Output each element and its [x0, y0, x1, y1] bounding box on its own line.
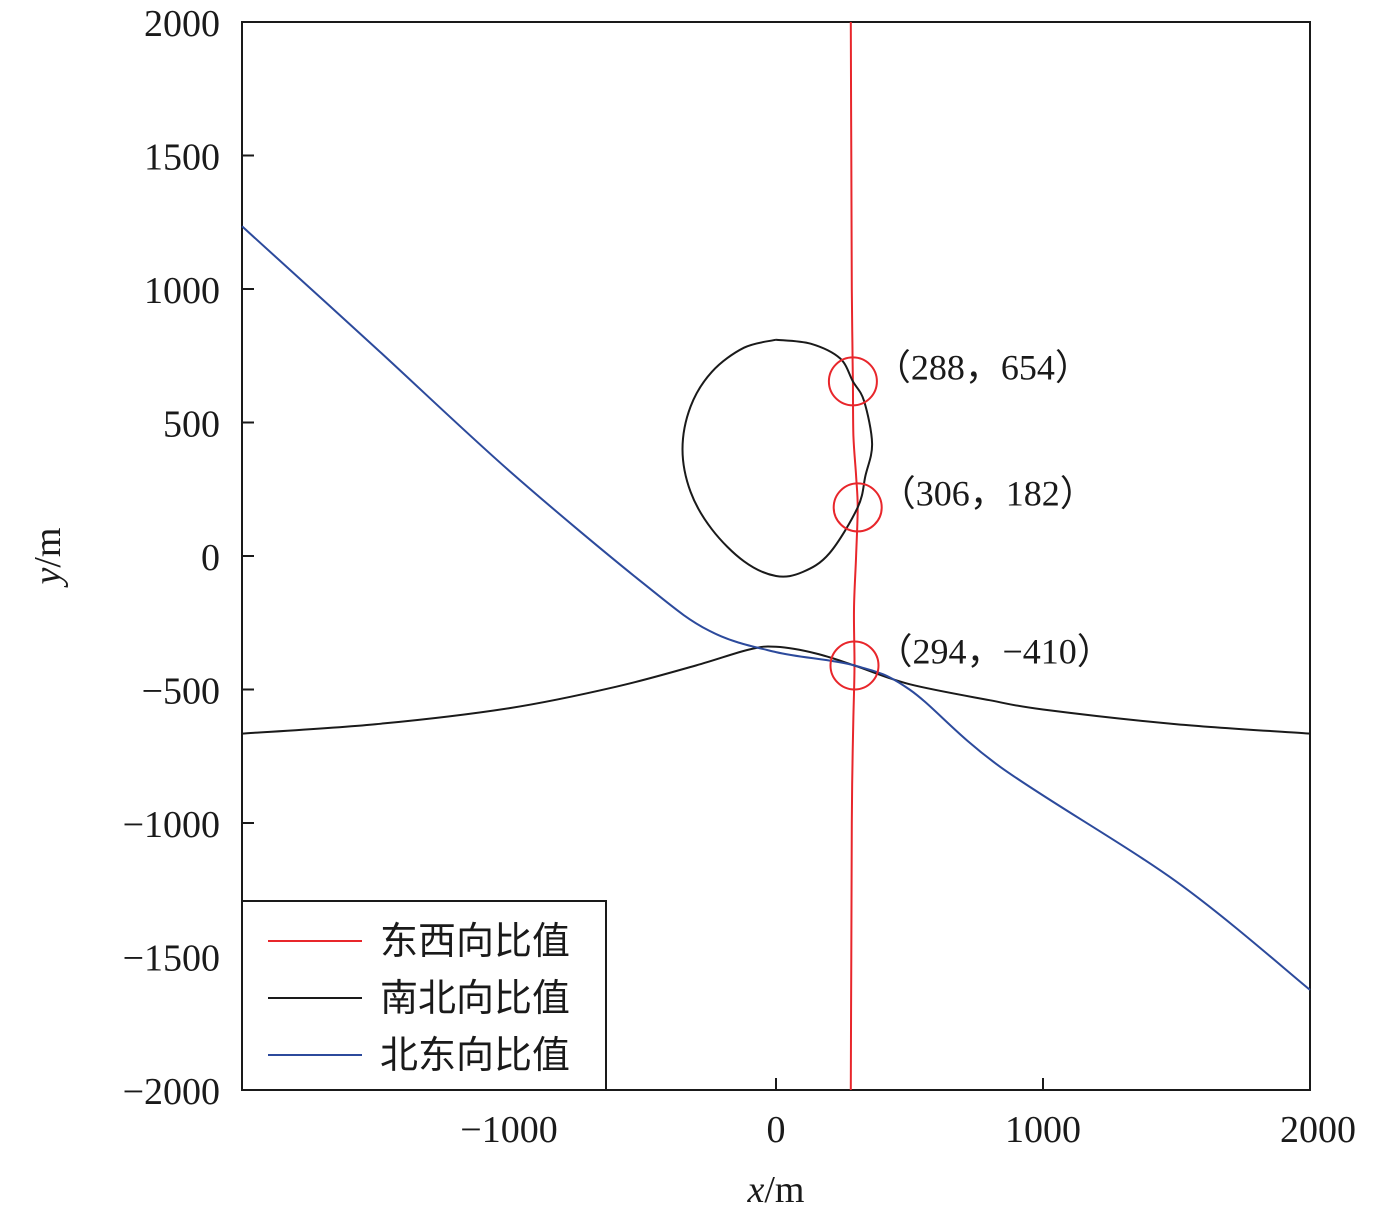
x-tick-label-3: 2000 — [1280, 1109, 1356, 1151]
annotation-label-2: （294，−410） — [876, 631, 1112, 671]
annotation-circle-1 — [832, 482, 883, 533]
legend-label-north-east: 北东向比值 — [380, 1033, 570, 1077]
series-layer — [241, 21, 1311, 1091]
y-tick-label-4: 0 — [201, 537, 220, 579]
annotation-circle-2 — [829, 640, 880, 691]
annotation-circle-0 — [827, 356, 878, 407]
y-tick-label-5: −500 — [142, 671, 220, 713]
y-axis-label: y/m — [27, 528, 69, 589]
legend-label-east-west: 东西向比值 — [380, 919, 570, 963]
x-tick-label-2: 1000 — [1005, 1109, 1081, 1151]
y-tick-label-2: 1000 — [144, 270, 220, 312]
y-tick-label-0: 2000 — [144, 3, 220, 45]
legend: 东西向比值 南北向比值 北东向比值 — [241, 900, 607, 1091]
x-tick-label-0: −1000 — [460, 1109, 557, 1151]
series-line-1-0 — [681, 338, 874, 578]
annotation-label-1: （306，182） — [880, 473, 1096, 513]
x-axis-label: x/m — [747, 1169, 805, 1211]
annotation-label-0: （288，654） — [875, 347, 1091, 387]
y-tick-label-6: −1000 — [123, 804, 220, 846]
x-axis: −1000 0 1000 2000 — [460, 1078, 1356, 1151]
y-tick-label-8: −2000 — [123, 1071, 220, 1113]
y-tick-label-7: −1500 — [123, 938, 220, 980]
x-tick-label-1: 0 — [767, 1109, 786, 1151]
y-tick-label-3: 500 — [163, 404, 220, 446]
y-tick-label-1: 1500 — [144, 137, 220, 179]
series-line-0-0 — [849, 21, 859, 1091]
series-line-2-0 — [241, 225, 1311, 991]
annotation-layer: （288，654） （306，182） （294，−410） — [827, 347, 1113, 691]
series-line-1-1 — [241, 645, 1311, 735]
y-axis: 2000 1500 1000 500 0 −500 −1000 −1500 −2000 — [123, 3, 254, 1113]
legend-label-north-south: 南北向比值 — [380, 976, 570, 1020]
legend-box — [241, 900, 607, 1091]
